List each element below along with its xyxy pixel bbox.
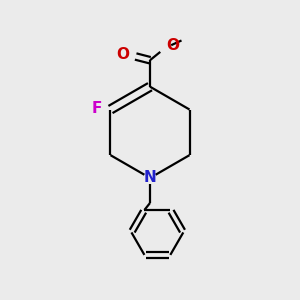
Text: F: F	[91, 100, 101, 116]
Text: N: N	[144, 170, 156, 185]
Text: O: O	[116, 47, 129, 62]
Text: O: O	[166, 38, 179, 53]
